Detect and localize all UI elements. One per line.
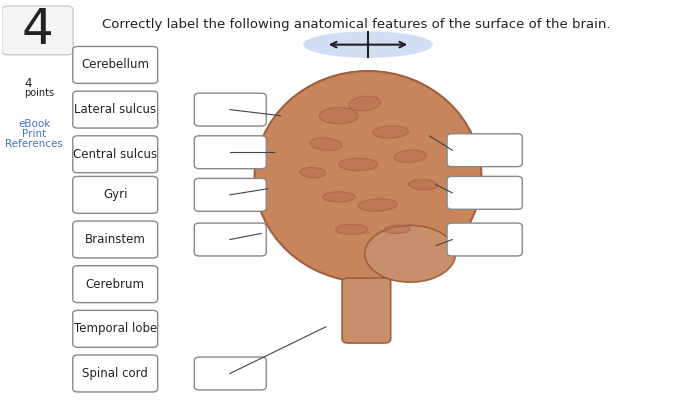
- Ellipse shape: [358, 199, 397, 211]
- Text: Cerebellum: Cerebellum: [81, 58, 149, 71]
- Ellipse shape: [255, 71, 482, 282]
- Text: Brainstem: Brainstem: [85, 233, 146, 246]
- Ellipse shape: [365, 225, 456, 282]
- FancyBboxPatch shape: [195, 93, 266, 126]
- Text: Cerebrum: Cerebrum: [85, 278, 145, 290]
- Text: Central sulcus: Central sulcus: [74, 148, 158, 161]
- Text: Temporal lobe: Temporal lobe: [74, 322, 157, 335]
- Ellipse shape: [300, 167, 326, 177]
- Text: eBook: eBook: [18, 119, 50, 129]
- Text: points: points: [25, 89, 55, 98]
- FancyBboxPatch shape: [73, 47, 158, 83]
- Ellipse shape: [349, 96, 381, 111]
- Ellipse shape: [323, 192, 355, 202]
- Text: Correctly label the following anatomical features of the surface of the brain.: Correctly label the following anatomical…: [102, 18, 611, 31]
- Ellipse shape: [303, 31, 433, 58]
- FancyBboxPatch shape: [447, 223, 522, 256]
- Ellipse shape: [335, 224, 368, 235]
- Text: Lateral sulcus: Lateral sulcus: [74, 103, 156, 116]
- FancyBboxPatch shape: [195, 357, 266, 390]
- FancyBboxPatch shape: [73, 176, 158, 213]
- Text: Print: Print: [22, 129, 46, 139]
- FancyBboxPatch shape: [73, 310, 158, 347]
- FancyBboxPatch shape: [73, 355, 158, 392]
- FancyBboxPatch shape: [73, 221, 158, 258]
- FancyBboxPatch shape: [447, 134, 522, 166]
- Ellipse shape: [310, 138, 342, 151]
- FancyBboxPatch shape: [342, 278, 391, 343]
- Ellipse shape: [394, 150, 426, 162]
- FancyBboxPatch shape: [2, 6, 73, 55]
- FancyBboxPatch shape: [73, 91, 158, 128]
- FancyBboxPatch shape: [195, 178, 266, 211]
- Ellipse shape: [373, 126, 408, 138]
- Ellipse shape: [384, 225, 410, 233]
- Ellipse shape: [319, 108, 358, 124]
- FancyBboxPatch shape: [195, 136, 266, 169]
- Text: References: References: [6, 139, 63, 149]
- Text: Spinal cord: Spinal cord: [83, 367, 148, 380]
- FancyBboxPatch shape: [195, 223, 266, 256]
- Text: 4: 4: [25, 77, 32, 90]
- FancyBboxPatch shape: [73, 136, 158, 173]
- Ellipse shape: [409, 180, 438, 190]
- FancyBboxPatch shape: [447, 176, 522, 209]
- Text: Gyri: Gyri: [103, 188, 127, 202]
- Text: 4: 4: [22, 7, 53, 54]
- FancyBboxPatch shape: [73, 266, 158, 303]
- Ellipse shape: [339, 158, 378, 171]
